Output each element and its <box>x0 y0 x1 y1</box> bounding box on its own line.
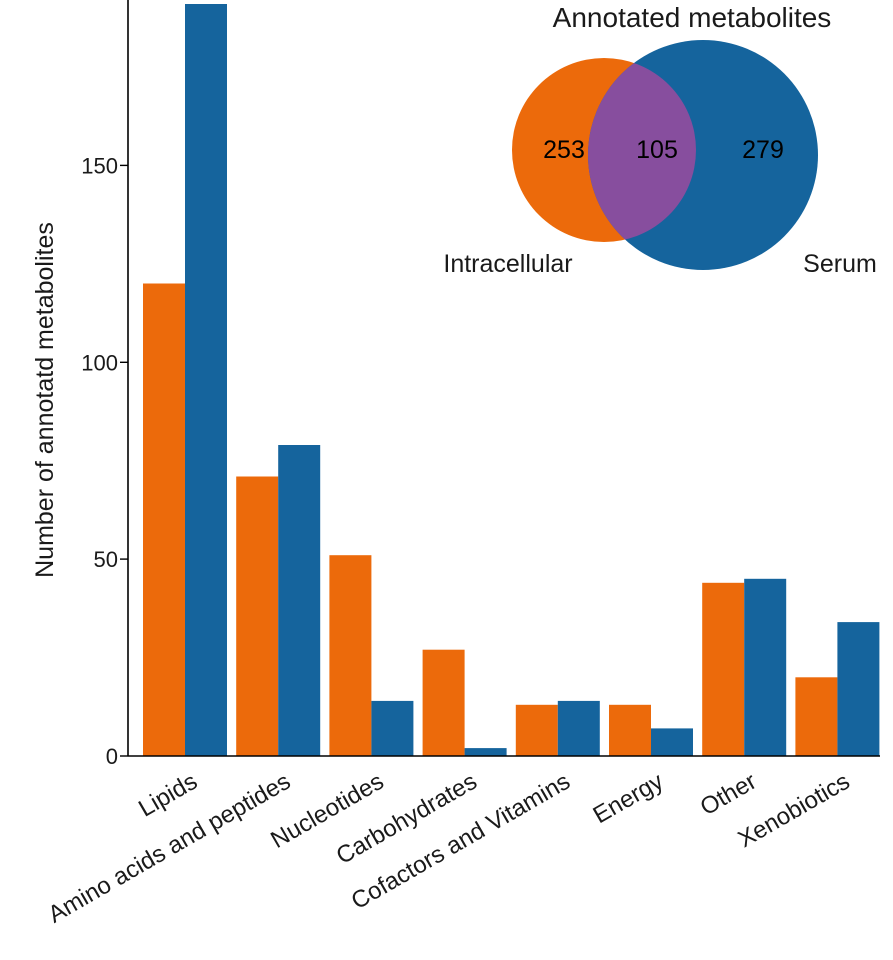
y-axis-title: Number of annotatd metabolites <box>31 222 59 578</box>
x-tick-label-energy: Energy <box>589 768 668 829</box>
venn-diagram: Annotated metabolites 253 105 279 Intrac… <box>443 2 876 278</box>
bar-intracellular-cofactors-and-vitamins <box>515 704 558 756</box>
x-tick-label-lipids: Lipids <box>134 768 202 823</box>
venn-title: Annotated metabolites <box>553 2 832 33</box>
bar-serum-carbohydrates <box>464 748 507 756</box>
y-axis-ticks: 0 50 100 150 <box>81 153 128 769</box>
y-tick-label: 50 <box>94 547 118 572</box>
bar-serum-amino-acids-and-peptides <box>278 445 321 756</box>
venn-intracellular-count: 253 <box>543 136 585 164</box>
bar-group <box>143 4 880 756</box>
bar-intracellular-carbohydrates <box>422 649 465 756</box>
bar-intracellular-lipids <box>143 283 185 756</box>
y-tick-label: 0 <box>106 744 118 769</box>
y-tick-label: 100 <box>81 350 118 375</box>
bar-intracellular-energy <box>609 704 651 756</box>
bar-intracellular-amino-acids-and-peptides <box>236 476 279 756</box>
bar-intracellular-nucleotides <box>329 555 372 756</box>
venn-intracellular-label: Intracellular <box>443 250 572 278</box>
venn-overlap-region <box>588 58 696 242</box>
bar-serum-nucleotides <box>371 700 414 756</box>
bar-intracellular-xenobiotics <box>795 677 838 756</box>
venn-overlap-count: 105 <box>636 136 678 164</box>
venn-serum-label: Serum <box>803 250 877 278</box>
y-tick-label: 150 <box>81 153 118 178</box>
venn-serum-count: 279 <box>742 136 784 164</box>
bar-serum-xenobiotics <box>837 622 880 756</box>
bar-serum-cofactors-and-vitamins <box>557 700 600 756</box>
bar-serum-other <box>744 578 787 756</box>
bar-serum-lipids <box>185 4 227 756</box>
bar-serum-energy <box>651 728 693 756</box>
x-tick-label-other: Other <box>696 768 761 821</box>
bar-intracellular-other <box>702 582 745 756</box>
